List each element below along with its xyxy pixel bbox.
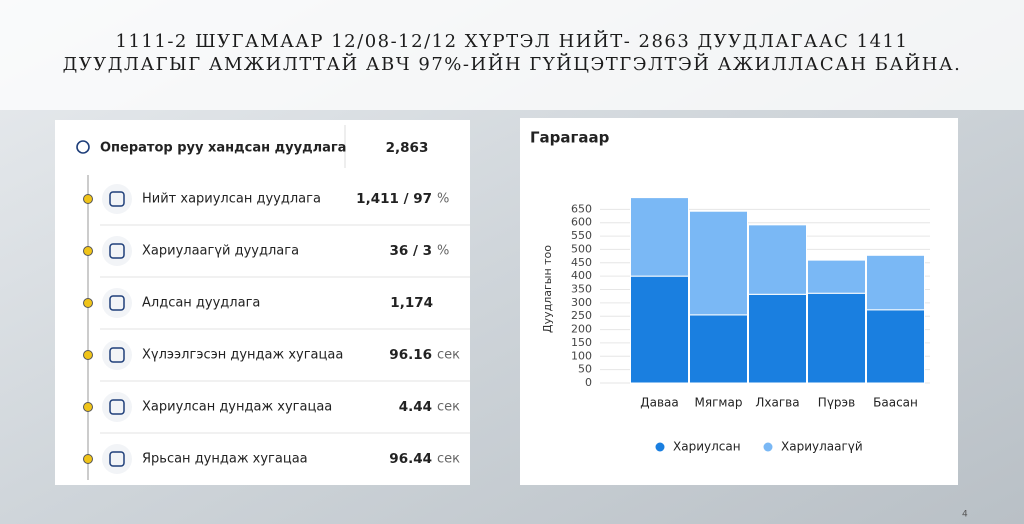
page-number: 4 — [962, 510, 968, 520]
bar-segment — [748, 293, 807, 384]
bar-segment — [866, 254, 925, 311]
stat-unit: сек — [437, 348, 460, 363]
timeline-dot — [83, 454, 93, 464]
stat-unit: % — [437, 192, 449, 207]
stat-label: Оператор руу хандсан дуудлага — [100, 141, 346, 156]
icon-bg — [102, 444, 132, 474]
bar-segment — [748, 224, 807, 295]
icon — [109, 295, 125, 311]
bar-segment — [630, 275, 689, 384]
icon-bg — [102, 392, 132, 422]
y-tick-label: 350 — [571, 283, 592, 296]
stat-value: 1,174 — [390, 295, 433, 311]
stat-unit: сек — [437, 452, 460, 467]
x-tick-label: Баасан — [873, 396, 918, 410]
x-tick-label: Даваа — [640, 396, 679, 410]
stat-value: 4.44 — [399, 399, 432, 415]
timeline-dot — [83, 402, 93, 412]
title-line: 1111-2 ШУГАМААР 12/08-12/12 ХҮРТЭЛ НИЙТ-… — [116, 29, 909, 52]
timeline-dot — [83, 350, 93, 360]
timeline-dot — [83, 298, 93, 308]
icon — [76, 140, 90, 154]
stat-unit: сек — [437, 400, 460, 415]
legend-swatch — [655, 442, 665, 452]
timeline-dot — [83, 246, 93, 256]
y-tick-label: 300 — [571, 296, 592, 309]
y-axis-label: Дуудлагын тоо — [541, 245, 554, 333]
stat-value: 2,863 — [386, 140, 429, 156]
bar-segment — [689, 314, 748, 384]
icon — [109, 399, 125, 415]
y-tick-label: 550 — [571, 229, 592, 242]
stat-label: Хариулсан дундаж хугацаа — [142, 400, 332, 415]
stat-label: Хүлээлгэсэн дундаж хугацаа — [142, 348, 343, 363]
y-tick-label: 250 — [571, 309, 592, 322]
icon — [109, 191, 125, 207]
x-tick-label: Мягмар — [695, 396, 743, 410]
stat-label: Хариулаагүй дуудлага — [142, 244, 299, 259]
bar-segment — [689, 210, 748, 316]
y-tick-label: 600 — [571, 216, 592, 229]
stat-value: 96.44 — [389, 451, 432, 467]
bar-segment — [807, 259, 866, 294]
y-tick-label: 50 — [578, 363, 592, 376]
legend-label: Хариулсан — [673, 440, 741, 454]
y-tick-label: 450 — [571, 256, 592, 269]
y-tick-label: 400 — [571, 269, 592, 282]
y-tick-label: 150 — [571, 336, 592, 349]
stat-label: Ярьсан дундаж хугацаа — [142, 452, 308, 467]
chart-title: Гарагаар — [530, 129, 610, 147]
title-band — [0, 0, 1024, 110]
y-tick-label: 650 — [571, 202, 592, 215]
title-line: ДУУДЛАГЫГ АМЖИЛТТАЙ АВЧ 97%-ИЙН ГҮЙЦЭТГЭ… — [63, 52, 962, 75]
icon-bg — [102, 236, 132, 266]
stat-label: Алдсан дуудлага — [142, 296, 260, 311]
icon-bg — [102, 340, 132, 370]
bar-segment — [866, 309, 925, 384]
y-tick-label: 0 — [585, 376, 592, 389]
y-tick-label: 200 — [571, 323, 592, 336]
icon-bg — [102, 288, 132, 318]
legend-label: Хариулаагүй — [781, 440, 863, 454]
stat-unit: % — [437, 244, 449, 259]
stat-value: 96.16 — [389, 347, 432, 363]
icon — [109, 451, 125, 467]
stat-label: Нийт хариулсан дуудлага — [142, 192, 321, 207]
x-tick-label: Лхагва — [755, 396, 799, 410]
timeline-dot — [83, 194, 93, 204]
stat-value: 36 / 3 — [389, 243, 432, 259]
bar-segment — [807, 292, 866, 384]
y-tick-label: 100 — [571, 349, 592, 362]
icon — [109, 243, 125, 259]
legend-swatch — [763, 442, 773, 452]
icon-bg — [102, 184, 132, 214]
x-tick-label: Пүрэв — [818, 396, 855, 410]
y-tick-label: 500 — [571, 242, 592, 255]
stat-value: 1,411 / 97 — [356, 191, 432, 207]
icon — [109, 347, 125, 363]
bar-segment — [630, 197, 689, 277]
